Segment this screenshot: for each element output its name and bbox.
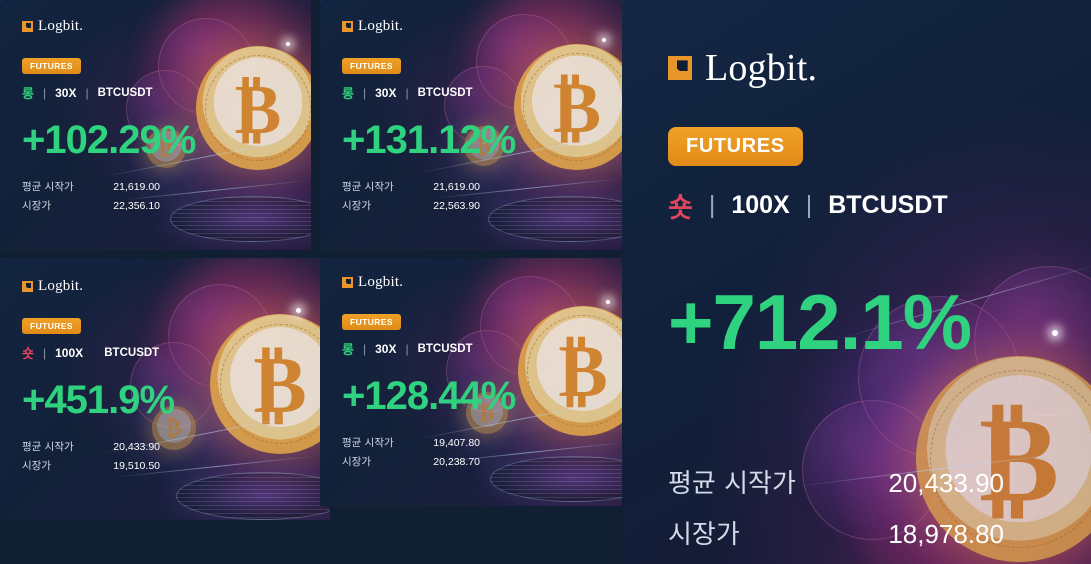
pnl-card-4[interactable]: ₿ ₿ Logbit. FUTURES 롱 | 30X | BTCUSDT +1…: [320, 258, 630, 506]
futures-badge: FUTURES: [668, 127, 803, 166]
futures-badge: FUTURES: [22, 318, 81, 334]
market-price-label: 시장가: [342, 456, 371, 468]
logbit-logo-icon: [342, 21, 353, 32]
pnl-percentage: +102.29%: [22, 118, 196, 162]
brand-logo: Logbit.: [668, 46, 1091, 90]
leverage-value: 30X: [375, 85, 397, 100]
price-row: 평균 시작가 19,407.80: [342, 435, 630, 450]
position-meta-row: 숏 | 100X | BTCUSDT: [668, 186, 1091, 225]
brand-logo: Logbit.: [342, 274, 630, 291]
meta-separator: |: [405, 85, 409, 100]
price-list: 평균 시작가 21,619.00 시장가 22,563.90: [342, 179, 629, 213]
market-price-value: 22,356.10: [113, 200, 160, 212]
futures-badge: FUTURES: [342, 314, 401, 330]
position-meta-row: 롱 | 30X | BTCUSDT: [342, 83, 629, 103]
avg-entry-price-value: 19,407.80: [433, 437, 480, 449]
pnl-percentage: +712.1%: [668, 278, 972, 366]
symbol-value: BTCUSDT: [828, 191, 948, 219]
price-row: 시장가 22,356.10: [22, 198, 311, 213]
market-price-label: 시장가: [22, 460, 51, 472]
pnl-percentage: +131.12%: [342, 118, 516, 162]
avg-entry-price-label: 평균 시작가: [342, 437, 394, 449]
price-row: 시장가 22,563.90: [342, 198, 629, 213]
price-list: 평균 시작가 20,433.90 시장가 19,510.50: [22, 439, 330, 473]
pnl-percentage: +451.9%: [22, 378, 175, 422]
avg-entry-price-label: 평균 시작가: [22, 441, 74, 453]
price-row: 시장가 18,978.80: [668, 514, 1091, 551]
logbit-logo-icon: [22, 21, 33, 32]
symbol-value: BTCUSDT: [104, 346, 160, 359]
brand-name: Logbit.: [38, 278, 84, 294]
leverage-value: 100X: [731, 191, 790, 219]
market-price-label: 시장가: [668, 520, 740, 550]
price-row: 평균 시작가 21,619.00: [22, 179, 311, 194]
meta-separator: |: [362, 85, 367, 100]
market-price-label: 시장가: [342, 200, 371, 212]
avg-entry-price-value: 20,433.90: [113, 441, 160, 453]
pnl-percentage: +128.44%: [342, 374, 516, 418]
meta-separator: |: [362, 341, 367, 356]
market-price-value: 19,510.50: [113, 460, 160, 472]
position-meta-row: 롱 | 30X | BTCUSDT: [22, 83, 311, 103]
brand-name: Logbit.: [38, 18, 84, 34]
position-side-long-icon: 롱: [342, 87, 354, 102]
position-side-long-icon: 롱: [342, 343, 354, 358]
price-row: 시장가 19,510.50: [22, 458, 330, 473]
symbol-value: BTCUSDT: [97, 86, 153, 99]
pnl-card-1[interactable]: ₿ ₿ Logbit. FUTURES 롱 | 30X | BTCUSDT +1…: [0, 0, 311, 250]
leverage-value: 100X: [55, 345, 84, 360]
leverage-value: 30X: [55, 85, 77, 100]
position-side-short-icon: 숏: [22, 347, 34, 362]
avg-entry-price-label: 평균 시작가: [22, 181, 74, 193]
symbol-value: BTCUSDT: [417, 342, 473, 355]
meta-separator: |: [708, 191, 716, 219]
symbol-value: BTCUSDT: [417, 86, 473, 99]
logbit-logo-icon: [668, 56, 692, 80]
market-price-label: 시장가: [22, 200, 51, 212]
meta-separator: |: [85, 85, 89, 100]
position-side-short-icon: 숏: [668, 193, 693, 224]
price-list: 평균 시작가 20,433.90 시장가 18,978.80: [668, 463, 1091, 551]
avg-entry-price-value: 21,619.00: [433, 181, 480, 193]
position-meta-row: 숏 | 100X | BTCUSDT: [22, 343, 330, 363]
pnl-card-3[interactable]: ₿ ₿ Logbit. FUTURES 숏 | 100X | BTCUSDT +…: [0, 258, 330, 520]
meta-separator: |: [805, 191, 813, 219]
meta-separator: |: [405, 341, 409, 356]
brand-logo: Logbit.: [22, 278, 330, 295]
avg-entry-price-value: 20,433.90: [888, 468, 1004, 498]
brand-name: Logbit.: [358, 274, 404, 290]
leverage-value: 30X: [375, 341, 397, 356]
featured-pnl-panel[interactable]: ₿ Logbit. FUTURES 숏 | 100X | BTCUSDT +71…: [622, 0, 1091, 564]
price-list: 평균 시작가 19,407.80 시장가 20,238.70: [342, 435, 630, 469]
logbit-logo-icon: [342, 277, 353, 288]
brand-name: Logbit.: [705, 47, 818, 89]
price-list: 평균 시작가 21,619.00 시장가 22,356.10: [22, 179, 311, 213]
brand-name: Logbit.: [358, 18, 404, 34]
pnl-card-2[interactable]: ₿ ₿ Logbit. FUTURES 롱 | 30X | BTCUSDT +1…: [320, 0, 629, 250]
futures-badge: FUTURES: [22, 58, 81, 74]
brand-logo: Logbit.: [342, 18, 629, 35]
price-row: 시장가 20,238.70: [342, 454, 630, 469]
price-row: 평균 시작가 20,433.90: [22, 439, 330, 454]
price-row: 평균 시작가 21,619.00: [342, 179, 629, 194]
meta-separator: |: [42, 345, 47, 360]
logbit-logo-icon: [22, 281, 33, 292]
market-price-value: 20,238.70: [433, 456, 480, 468]
brand-logo: Logbit.: [22, 18, 311, 35]
meta-separator: |: [42, 85, 47, 100]
market-price-value: 18,978.80: [888, 519, 1004, 549]
avg-entry-price-label: 평균 시작가: [342, 181, 394, 193]
avg-entry-price-value: 21,619.00: [113, 181, 160, 193]
price-row: 평균 시작가 20,433.90: [668, 463, 1091, 500]
position-side-long-icon: 롱: [22, 87, 34, 102]
avg-entry-price-label: 평균 시작가: [668, 469, 796, 499]
position-meta-row: 롱 | 30X | BTCUSDT: [342, 339, 630, 359]
market-price-value: 22,563.90: [433, 200, 480, 212]
futures-badge: FUTURES: [342, 58, 401, 74]
